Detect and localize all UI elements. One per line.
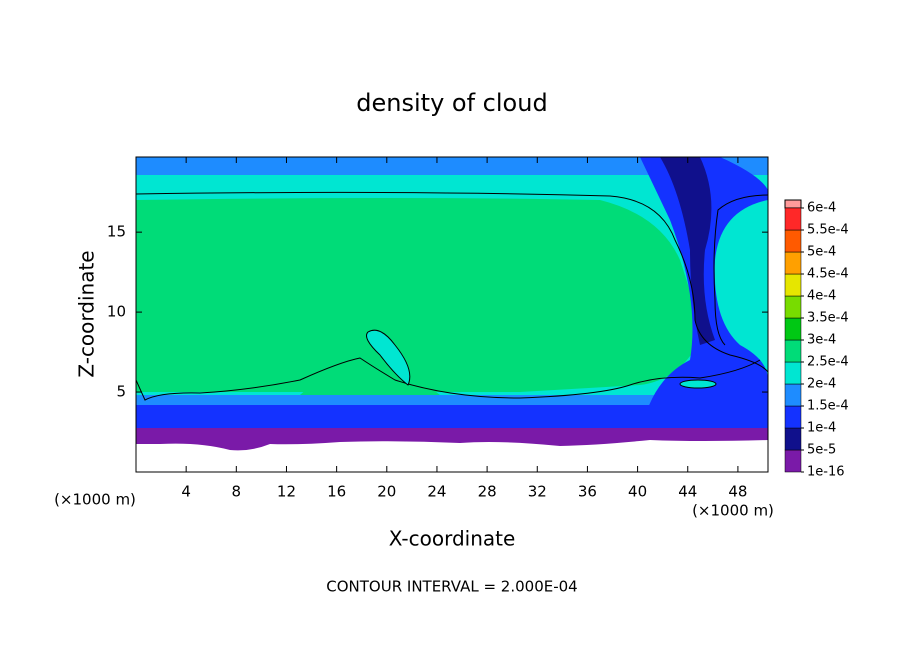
field-band <box>136 428 768 451</box>
colorbar-cell <box>784 449 802 473</box>
colorbar-cell <box>784 383 802 407</box>
x-tick-label: 48 <box>728 483 747 501</box>
x-tick-label: 12 <box>277 483 296 501</box>
colorbar-label: 4e-4 <box>807 289 836 304</box>
colorbar-cell <box>784 207 802 231</box>
colorbar-cell <box>784 295 802 319</box>
colorbar-label: 5.5e-4 <box>807 223 849 238</box>
x-tick-label: 8 <box>232 483 242 501</box>
colorbar-cell <box>784 251 802 275</box>
y-tick-label: 5 <box>116 383 126 401</box>
x-axis-title: X-coordinate <box>389 527 516 551</box>
x-tick-label: 20 <box>377 483 396 501</box>
contour-line <box>135 357 761 401</box>
colorbar-cell <box>784 317 802 341</box>
x-tick-label: 32 <box>528 483 547 501</box>
x-unit: (×1000 m) <box>692 502 774 520</box>
contour-line <box>135 191 769 373</box>
footer-note: CONTOUR INTERVAL = 2.000E-04 <box>326 578 577 596</box>
x-tick-label: 16 <box>327 483 346 501</box>
colorbar-label: 3e-4 <box>807 333 836 348</box>
field-region <box>660 157 715 345</box>
x-tick-label: 4 <box>181 483 191 501</box>
field-band <box>136 405 768 430</box>
field <box>135 156 769 473</box>
x-tick-label: 40 <box>628 483 647 501</box>
colorbar-label: 1.5e-4 <box>807 399 849 414</box>
colorbar-label: 1e-16 <box>807 465 845 480</box>
field-region <box>136 198 700 392</box>
x-tick-label: 36 <box>578 483 597 501</box>
y-tick-label: 10 <box>107 303 126 321</box>
colorbar-label: 4.5e-4 <box>807 267 849 282</box>
colorbar-cell <box>784 339 802 363</box>
colorbar-label: 6e-4 <box>807 201 836 216</box>
colorbar-label: 3.5e-4 <box>807 311 849 326</box>
colorbar-label: 5e-5 <box>807 443 836 458</box>
colorbar-over <box>784 199 802 209</box>
colorbar-cell <box>784 273 802 297</box>
chart-title: density of cloud <box>356 89 547 117</box>
y-axis-title: Z-coordinate <box>75 250 99 377</box>
x-tick-label: 44 <box>678 483 697 501</box>
x-tick-label: 24 <box>427 483 446 501</box>
colorbar-cell <box>784 361 802 385</box>
colorbar-cell <box>784 427 802 451</box>
colorbar-label: 5e-4 <box>807 245 836 260</box>
x-tick-label: 28 <box>478 483 497 501</box>
contour-line <box>679 379 717 389</box>
colorbar-cell <box>784 405 802 429</box>
contour-line <box>366 329 411 386</box>
colorbar-cell <box>784 229 802 253</box>
y-unit: (×1000 m) <box>54 491 136 509</box>
colorbar-label: 1e-4 <box>807 421 836 436</box>
colorbar-label: 2e-4 <box>807 377 836 392</box>
contour-line <box>713 194 769 346</box>
plot-frame <box>135 156 769 473</box>
y-tick-label: 15 <box>107 223 126 241</box>
colorbar-label: 2.5e-4 <box>807 355 849 370</box>
